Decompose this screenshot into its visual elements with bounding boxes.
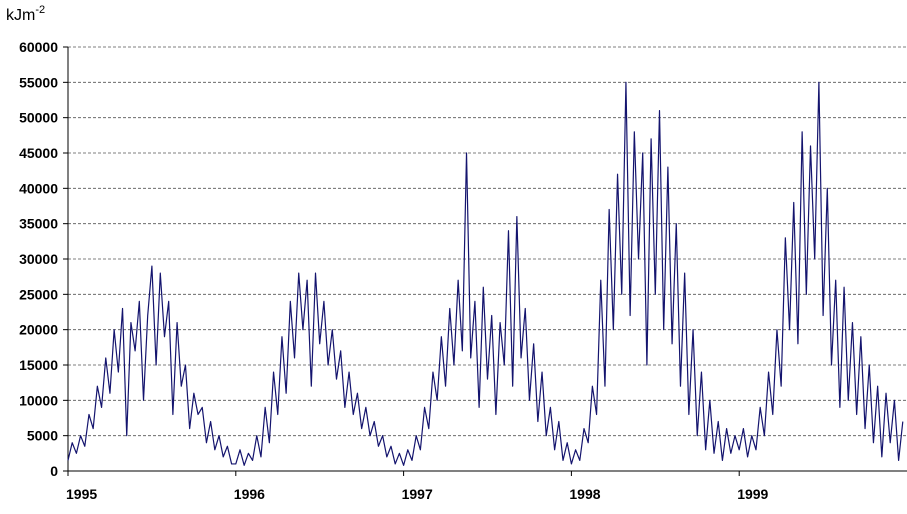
y-tick-label: 15000 xyxy=(19,357,58,373)
y-tick-label: 50000 xyxy=(19,110,58,126)
y-tick-label: 35000 xyxy=(19,216,58,232)
y-label-sup: -2 xyxy=(35,4,45,16)
x-tick-label: 1999 xyxy=(737,486,768,502)
y-tick-label: 30000 xyxy=(19,251,58,267)
x-tick-label: 1997 xyxy=(402,486,433,502)
y-tick-label: 20000 xyxy=(19,322,58,338)
data-line xyxy=(67,81,904,466)
y-label-main: kJm xyxy=(6,7,35,24)
y-tick-label: 5000 xyxy=(27,428,58,444)
y-tick-label: 25000 xyxy=(19,286,58,302)
x-tick-label: 1996 xyxy=(234,486,265,502)
y-tick-label: 45000 xyxy=(19,145,58,161)
x-tick-label: 1995 xyxy=(66,486,97,502)
y-tick-label: 10000 xyxy=(19,392,58,408)
y-axis-label: kJm-2 xyxy=(6,4,45,24)
y-tick-label: 60000 xyxy=(19,39,58,55)
y-tick-label: 55000 xyxy=(19,74,58,90)
x-tick-label: 1998 xyxy=(569,486,600,502)
y-tick-label: 0 xyxy=(50,463,58,479)
y-tick-label: 40000 xyxy=(19,180,58,196)
